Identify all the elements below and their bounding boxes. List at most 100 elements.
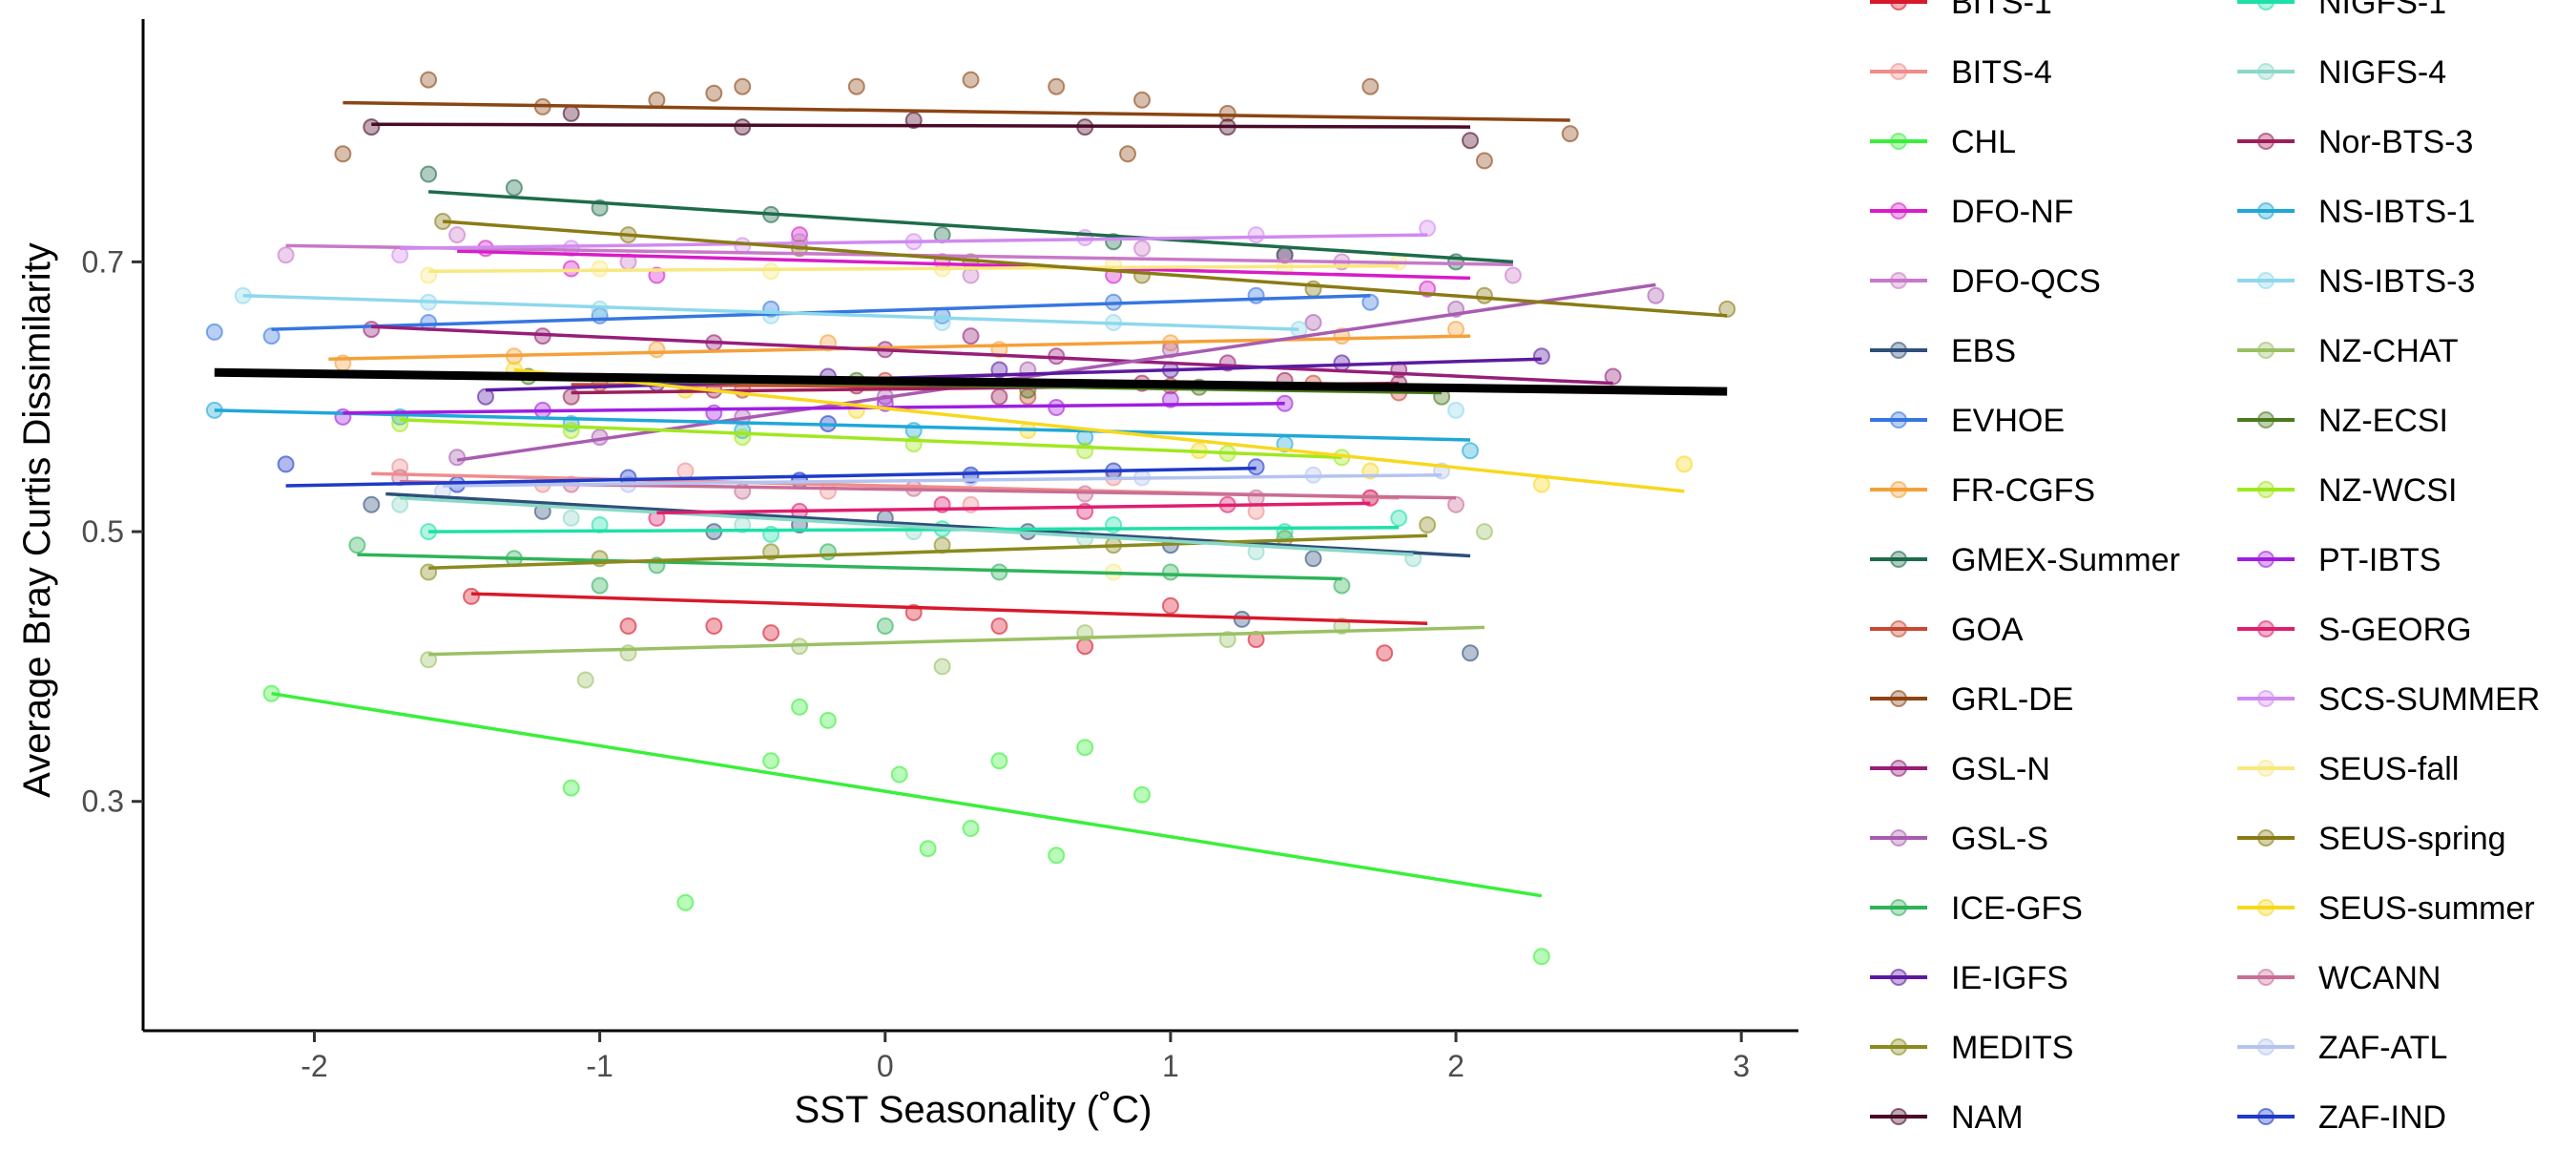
data-point: [1561, 125, 1579, 143]
legend-key-point: [1890, 1108, 1907, 1125]
legend-key-point: [2257, 620, 2275, 638]
legend-item: ICE-GFS: [1870, 890, 2083, 927]
data-point: [1048, 847, 1066, 865]
legend-label: NZ-CHAT: [2318, 333, 2459, 369]
legend-label: GMEX-Summer: [1951, 542, 2180, 578]
legend-key-point: [2257, 1038, 2275, 1056]
legend-label: EVHOE: [1951, 403, 2065, 439]
data-point: [348, 536, 366, 554]
legend-label: CHL: [1951, 124, 2016, 160]
data-point: [990, 387, 1008, 406]
legend-label: NZ-WCSI: [2318, 472, 2457, 509]
legend-item: EBS: [1870, 333, 2016, 369]
legend-key-point: [2257, 690, 2275, 707]
legend-label: EBS: [1951, 333, 2016, 369]
series-trend-line: [343, 100, 1570, 122]
series-lines-layer: [214, 100, 1728, 898]
y-axis-label: Average Bray Curtis Dissimilarity: [16, 242, 58, 798]
series-trend-line: [271, 691, 1543, 898]
data-point: [1419, 516, 1437, 533]
x-tick-label: 3: [1733, 1049, 1750, 1083]
legend-item: NZ-WCSI: [2237, 472, 2457, 509]
data-point: [1532, 948, 1550, 966]
legend-item: WCANN: [2237, 960, 2441, 996]
legend-key-point: [2257, 481, 2275, 498]
data-point: [1133, 785, 1151, 804]
x-tick-label: -2: [301, 1049, 327, 1083]
y-tick-label: 0.3: [82, 784, 124, 819]
data-point: [363, 495, 381, 513]
y-tick-label: 0.7: [82, 244, 124, 279]
data-point: [448, 449, 467, 467]
data-point: [334, 145, 352, 163]
legend-key-point: [2257, 551, 2275, 568]
legend-item: GMEX-Summer: [1870, 542, 2180, 578]
data-point: [391, 495, 409, 513]
legend-item: FR-CGFS: [1870, 472, 2095, 509]
data-point: [1218, 104, 1236, 122]
legend-key-point: [1890, 0, 1907, 10]
series-trend-line: [371, 122, 1471, 129]
data-point: [676, 893, 695, 911]
series-trend-line: [242, 293, 1299, 331]
points-layer: [205, 71, 1736, 966]
series-trend-line: [442, 220, 1728, 318]
data-point: [734, 77, 752, 95]
legend-key-point: [1890, 829, 1907, 847]
legend-key-point: [1890, 481, 1907, 498]
data-point: [277, 455, 295, 473]
data-point: [1276, 523, 1294, 541]
data-point: [1304, 314, 1322, 331]
legend-label: NIGFS-1: [2318, 0, 2446, 21]
x-tick-label: 1: [1162, 1049, 1179, 1083]
data-point: [562, 779, 580, 797]
legend-label: BITS-1: [1951, 0, 2052, 21]
legend-label: NAM: [1951, 1099, 2024, 1136]
data-point: [591, 260, 609, 278]
data-point: [1133, 240, 1151, 258]
data-point: [420, 71, 438, 89]
legend-item: SEUS-summer: [2237, 890, 2535, 927]
series-trend-line: [427, 190, 1514, 264]
legend-item: NAM: [1870, 1099, 2024, 1136]
data-point: [933, 658, 951, 676]
series-trend-line: [428, 526, 1400, 533]
legend-key-point: [2257, 342, 2275, 359]
data-point: [1361, 77, 1380, 95]
legend-key-point: [1890, 899, 1907, 916]
data-point: [847, 77, 865, 95]
legend-item: ZAF-ATL: [2237, 1030, 2447, 1066]
legend-item: DFO-NF: [1870, 194, 2073, 230]
legend-item: MEDITS: [1870, 1030, 2073, 1066]
data-point: [705, 84, 723, 102]
data-point: [1604, 367, 1622, 386]
legend-key-point: [2257, 1108, 2275, 1125]
data-point: [1133, 91, 1151, 109]
legend-key-point: [2257, 969, 2275, 986]
legend-label: MEDITS: [1951, 1030, 2073, 1066]
data-point: [705, 617, 723, 635]
series-trend-line: [328, 334, 1471, 361]
data-point: [1361, 293, 1380, 311]
series-trend-line: [443, 472, 1443, 488]
legend-label: SEUS-summer: [2318, 890, 2535, 927]
data-point: [591, 576, 609, 595]
series-trend-line: [400, 418, 1342, 460]
legend: BITS-1 BITS-4 CHL DFO-NF DFO-QCS EBS EVHOE FR-C…: [1870, 0, 2540, 1136]
legend-item: GRL-DE: [1870, 681, 2073, 718]
data-point: [1447, 401, 1465, 419]
series-trend-line: [513, 367, 1685, 493]
data-point: [505, 178, 523, 197]
data-point: [363, 321, 381, 339]
data-point: [990, 617, 1008, 635]
data-point: [1504, 266, 1522, 284]
data-point: [962, 327, 980, 345]
data-point: [1076, 739, 1094, 757]
data-point: [1304, 550, 1322, 568]
legend-label: GRL-DE: [1951, 681, 2073, 718]
data-point: [1247, 226, 1265, 244]
legend-key-point: [2257, 272, 2275, 289]
legend-item: Nor-BTS-3: [2237, 124, 2473, 160]
data-point: [762, 752, 780, 770]
